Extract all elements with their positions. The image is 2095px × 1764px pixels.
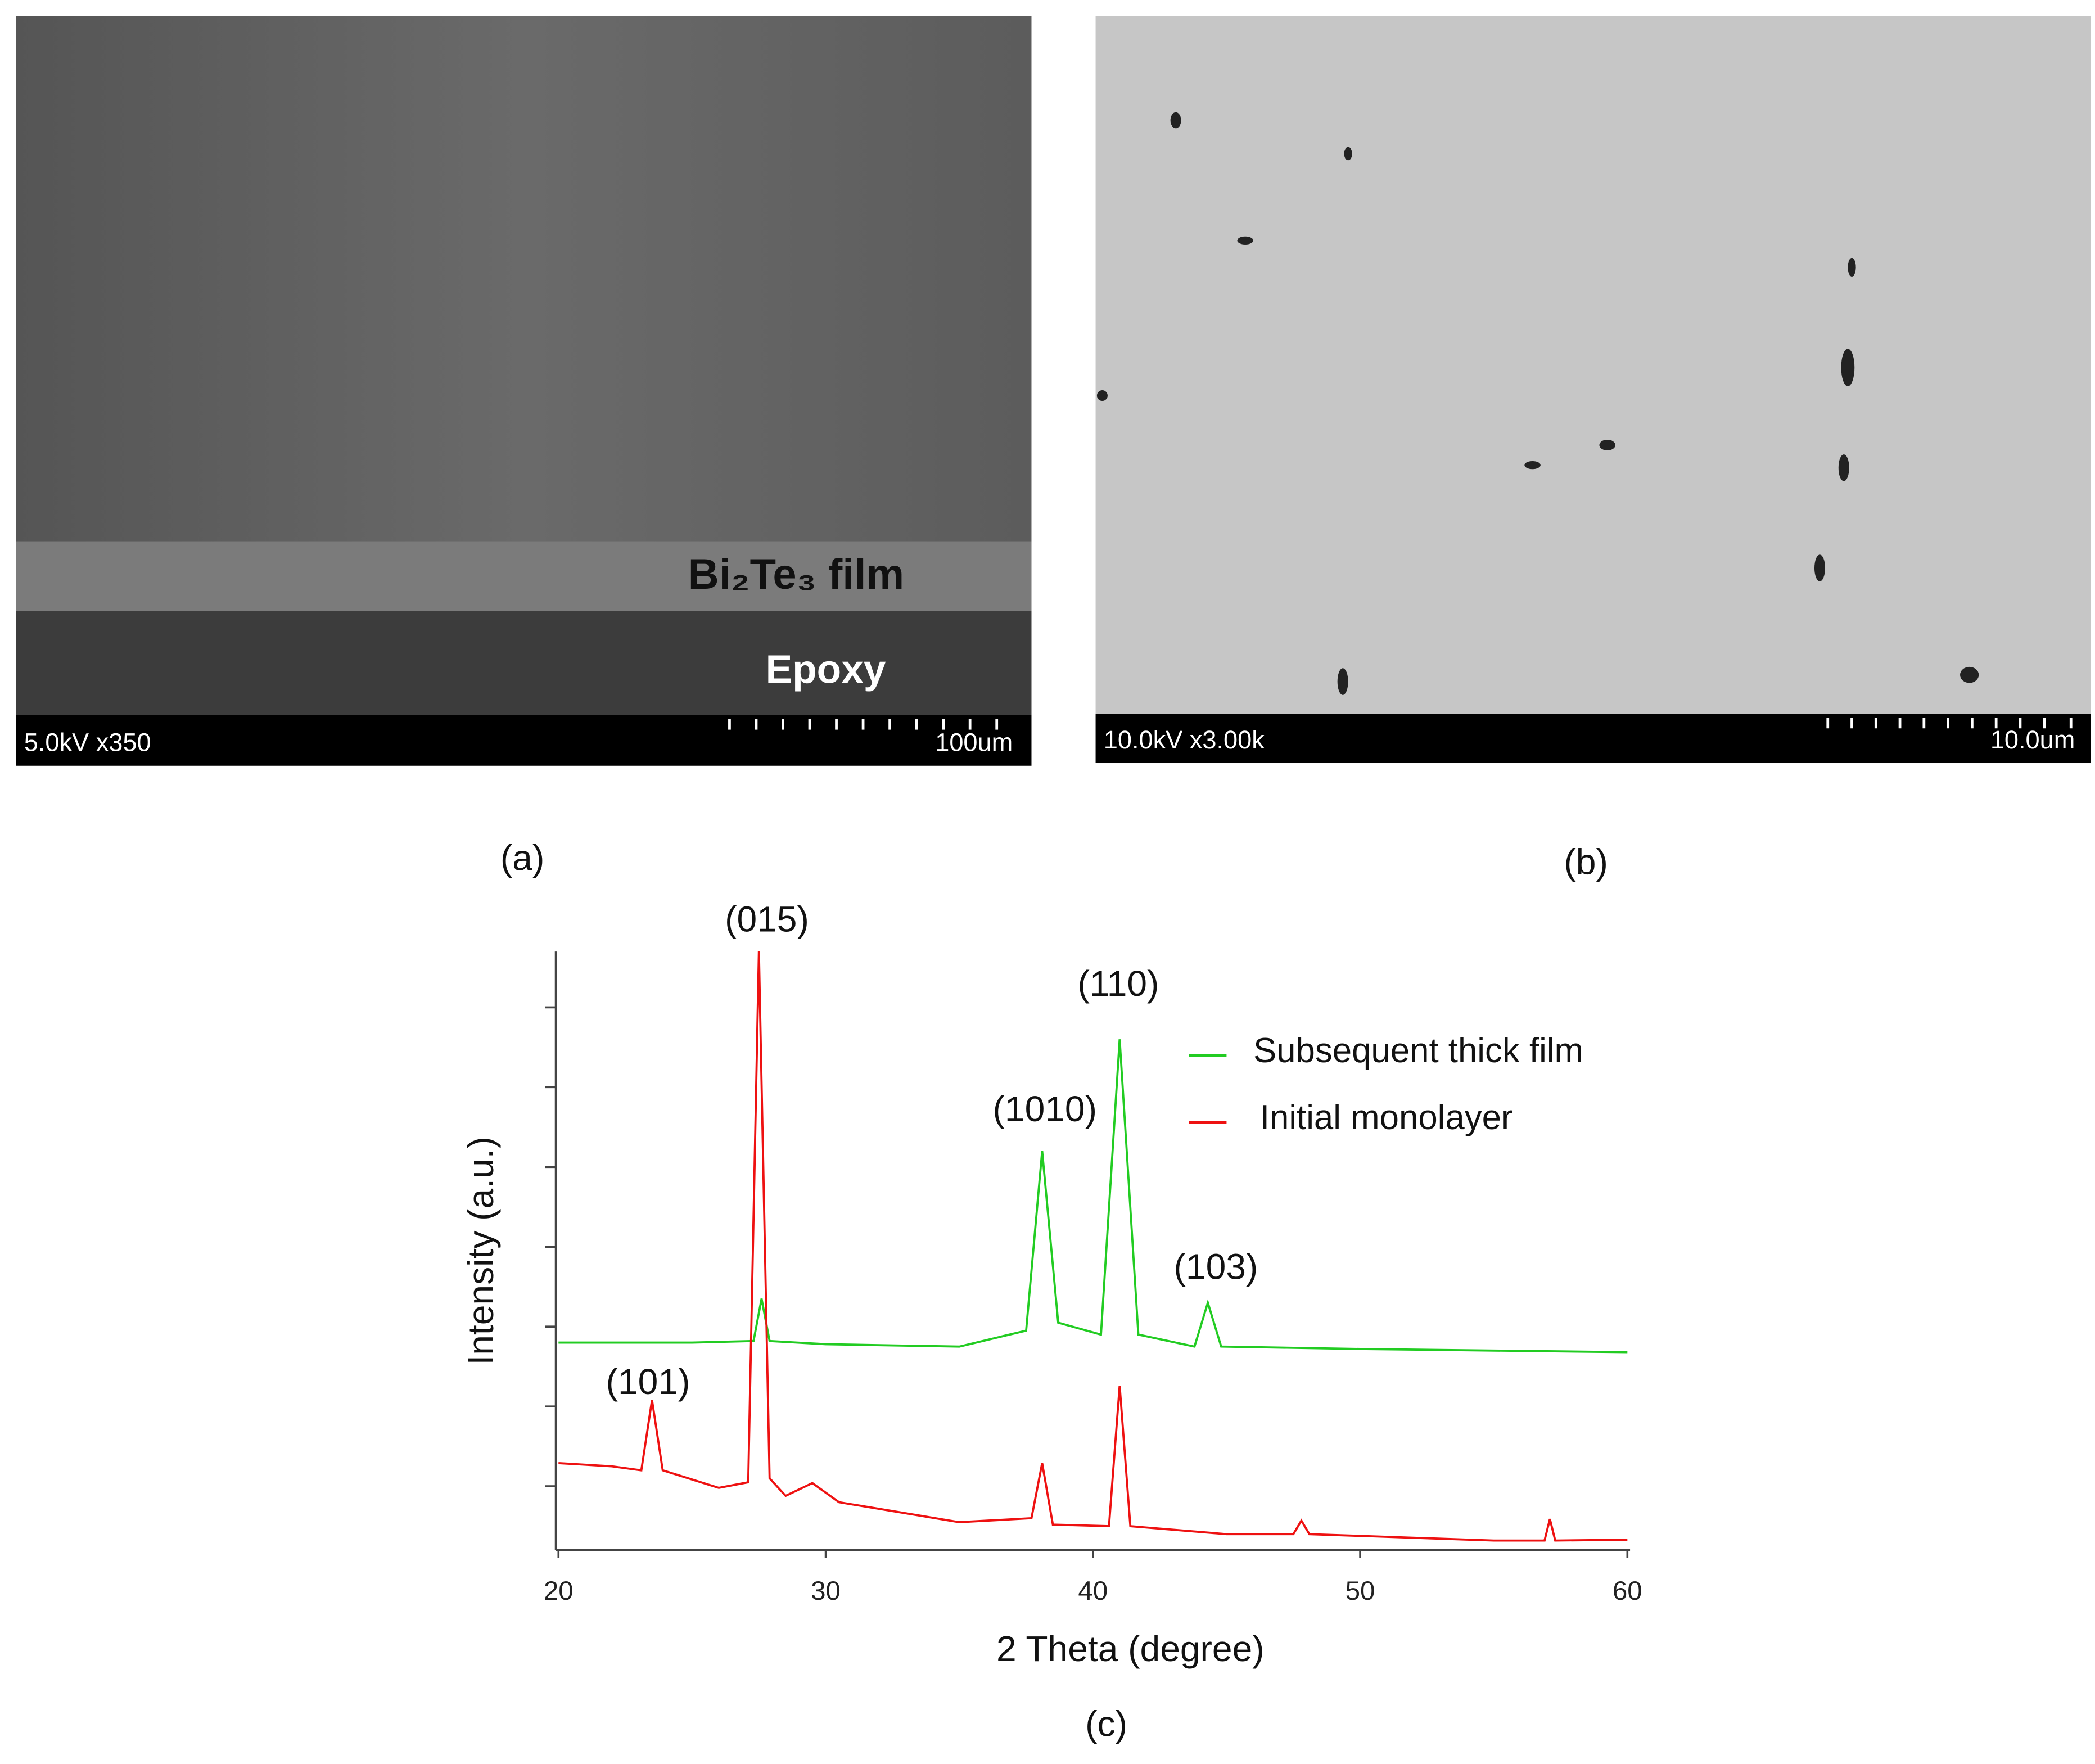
peak-label: (101): [606, 1361, 690, 1402]
x-tick-label: 50: [1346, 1576, 1375, 1606]
panel-label: (b): [1564, 842, 1608, 882]
panel-label: (c): [1085, 1703, 1127, 1744]
x-tick-label: 30: [811, 1576, 841, 1606]
peak-label: (103): [1174, 1247, 1258, 1287]
peak-label: (110): [1077, 963, 1159, 1004]
x-axis-title: 2 Theta (degree): [996, 1628, 1265, 1669]
x-tick-label: 60: [1613, 1576, 1642, 1606]
data-line: [558, 1039, 1628, 1354]
sem-image-b: [1095, 16, 2091, 764]
sem-image-a: [16, 16, 1032, 766]
x-tick-label: 20: [544, 1576, 574, 1606]
peak-label: (1010): [993, 1089, 1097, 1129]
panel-label: (a): [500, 837, 544, 878]
epoxy-label: Epoxy: [766, 647, 886, 692]
legend-label: Initial monolayer: [1260, 1098, 1513, 1137]
sem-info: 10.0kV x3.00k: [1104, 725, 1265, 754]
data-line: [558, 951, 1628, 1542]
peak-label: (015): [725, 899, 809, 940]
sem-scale: 100um: [935, 728, 1013, 757]
y-axis-title: Intensity (a.u.): [460, 1136, 501, 1365]
sem-info: 5.0kV x350: [24, 728, 151, 757]
sem-scale: 10.0um: [1990, 725, 2075, 754]
film-label: Bi₂Te₃ film: [688, 551, 904, 598]
legend-label: Subsequent thick film: [1253, 1031, 1583, 1070]
x-tick-label: 40: [1078, 1576, 1108, 1606]
